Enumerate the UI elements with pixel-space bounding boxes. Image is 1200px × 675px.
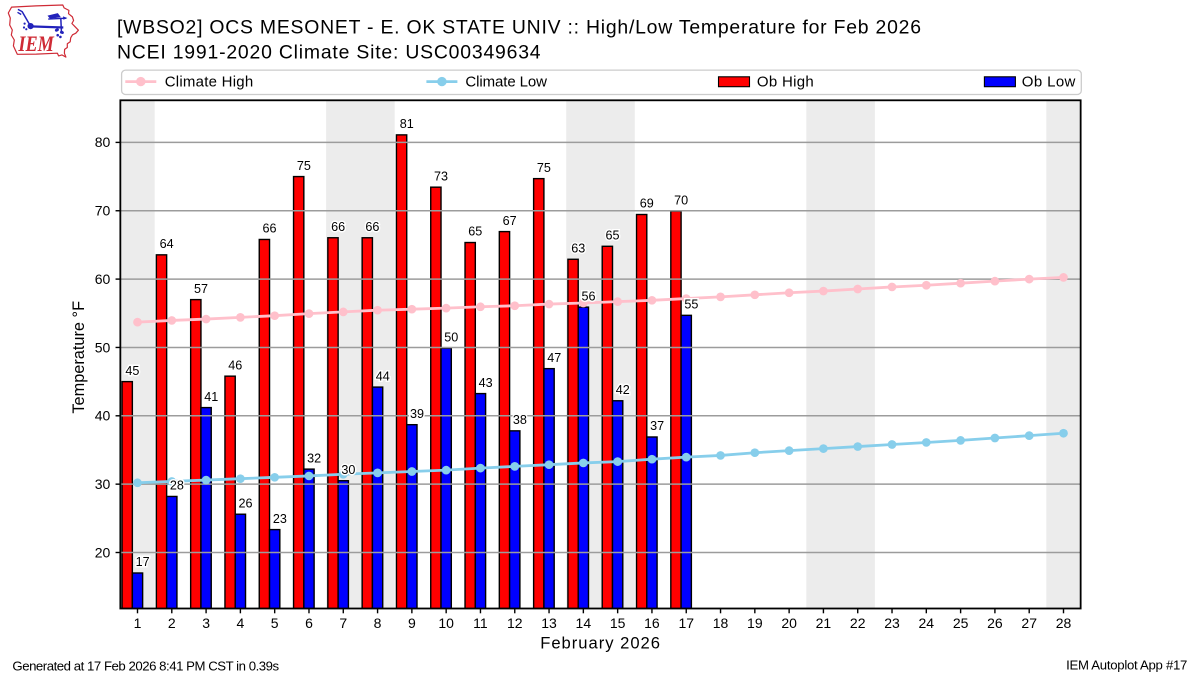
svg-text:10: 10 [438,615,454,631]
svg-text:43: 43 [479,376,493,390]
svg-text:64: 64 [160,237,174,251]
svg-text:4: 4 [236,615,244,631]
svg-text:22: 22 [850,615,866,631]
svg-text:41: 41 [204,390,218,404]
svg-text:75: 75 [297,159,311,173]
svg-text:Ob Low: Ob Low [1022,74,1076,91]
svg-text:Ob High: Ob High [757,74,814,91]
svg-text:17: 17 [678,615,694,631]
svg-text:8: 8 [374,615,382,631]
svg-text:15: 15 [610,615,626,631]
svg-text:20: 20 [781,615,797,631]
svg-text:IEM: IEM [18,31,55,56]
svg-text:45: 45 [125,364,139,378]
svg-text:9: 9 [408,615,416,631]
svg-text:18: 18 [713,615,729,631]
svg-text:32: 32 [307,451,321,465]
svg-text:Temperature °F: Temperature °F [70,301,88,414]
svg-text:66: 66 [365,220,379,234]
svg-text:20: 20 [95,544,111,560]
svg-text:28: 28 [170,479,184,493]
svg-text:65: 65 [468,225,482,239]
svg-text:55: 55 [684,298,698,312]
svg-text:44: 44 [376,369,390,383]
svg-text:39: 39 [410,407,424,421]
svg-text:Generated at 17 Feb 2026 8:41: Generated at 17 Feb 2026 8:41 PM CST in … [12,659,279,674]
svg-text:24: 24 [919,615,935,631]
svg-text:66: 66 [331,220,345,234]
svg-text:30: 30 [341,463,355,477]
svg-text:14: 14 [576,615,592,631]
svg-text:50: 50 [95,339,111,355]
svg-text:50: 50 [444,330,458,344]
svg-text:21: 21 [816,615,832,631]
svg-text:11: 11 [473,615,488,631]
svg-text:26: 26 [239,496,253,510]
svg-text:56: 56 [581,289,595,303]
svg-text:70: 70 [95,203,111,219]
svg-text:75: 75 [537,161,551,175]
svg-text:65: 65 [605,228,619,242]
svg-text:26: 26 [987,615,1003,631]
svg-text:67: 67 [503,214,517,228]
svg-text:17: 17 [136,555,150,569]
svg-text:42: 42 [616,383,630,397]
svg-text:25: 25 [953,615,969,631]
svg-text:NCEI 1991-2020 Climate Site: U: NCEI 1991-2020 Climate Site: USC00349634 [117,42,541,64]
svg-text:12: 12 [507,615,523,631]
svg-text:47: 47 [547,351,561,365]
svg-text:66: 66 [263,222,277,236]
svg-text:IEM Autoplot App #17: IEM Autoplot App #17 [1066,658,1187,673]
svg-text:28: 28 [1056,615,1072,631]
svg-text:[WBSO2] OCS MESONET - E. OK ST: [WBSO2] OCS MESONET - E. OK STATE UNIV :… [117,17,921,39]
svg-text:6: 6 [305,615,313,631]
svg-text:7: 7 [339,615,347,631]
svg-text:13: 13 [541,615,557,631]
svg-text:38: 38 [513,413,527,427]
svg-text:27: 27 [1021,615,1037,631]
svg-text:70: 70 [674,193,688,207]
svg-text:37: 37 [650,419,664,433]
svg-text:16: 16 [644,615,660,631]
svg-text:63: 63 [571,241,585,255]
svg-text:19: 19 [747,615,763,631]
svg-text:57: 57 [194,282,208,296]
svg-text:60: 60 [95,271,111,287]
svg-text:Climate Low: Climate Low [465,74,547,91]
svg-text:23: 23 [884,615,900,631]
svg-text:40: 40 [95,408,111,424]
svg-text:73: 73 [434,169,448,183]
svg-text:23: 23 [273,512,287,526]
svg-text:Climate High: Climate High [165,74,254,91]
svg-text:3: 3 [202,615,210,631]
svg-text:February 2026: February 2026 [540,634,660,653]
svg-text:30: 30 [95,476,111,492]
svg-text:69: 69 [640,197,654,211]
svg-text:2: 2 [168,615,176,631]
svg-text:5: 5 [271,615,279,631]
svg-text:1: 1 [134,615,142,631]
svg-text:46: 46 [228,358,242,372]
svg-text:81: 81 [400,117,414,131]
svg-text:80: 80 [95,134,111,150]
